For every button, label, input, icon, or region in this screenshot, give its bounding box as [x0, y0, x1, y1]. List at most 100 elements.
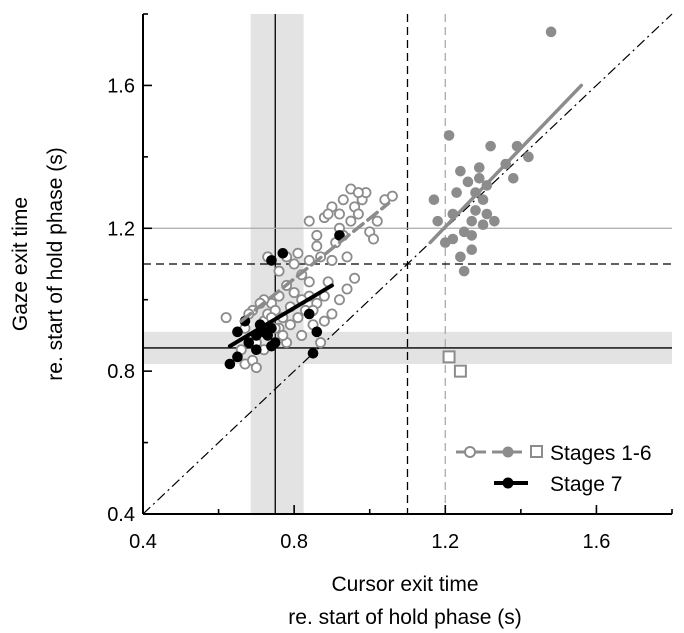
gray-circle-point	[466, 215, 478, 227]
open-circle-point	[367, 233, 379, 245]
y-tick-label: 1.2	[107, 218, 135, 240]
black-circle-point	[266, 322, 277, 334]
open-circle-point	[277, 329, 289, 341]
gray-circle-point	[458, 265, 470, 277]
legend-entry-stages16: Stages 1-6	[456, 442, 652, 465]
legend-filled-circle-marker	[502, 446, 514, 458]
black-circle-point	[277, 247, 289, 259]
gray-circle-point	[462, 176, 474, 188]
open-circle-point	[318, 315, 330, 327]
gray-circle-point	[473, 172, 485, 184]
tick-labels: 0.4 0.8 1.2 1.6 0.4 0.8 1.2 1.6	[107, 75, 610, 553]
legend-open-square-marker	[530, 445, 543, 458]
open-circle-point	[220, 312, 232, 324]
black-circle-point	[311, 326, 323, 338]
black-circle-point	[303, 308, 315, 320]
gray-circle-point	[481, 208, 493, 220]
gray-circle-point	[466, 244, 478, 256]
black-circle-point	[266, 255, 277, 266]
legend-label-stage7: Stage 7	[550, 473, 622, 496]
gray-circle-point	[470, 205, 481, 216]
gray-circle-point	[443, 130, 455, 141]
fit-line	[227, 283, 334, 349]
gray-circle-point	[473, 162, 485, 173]
fit-line	[239, 201, 391, 323]
black-circle-point	[334, 230, 345, 241]
open-circle-point	[333, 294, 345, 306]
legend-open-circle-marker	[464, 446, 476, 458]
open-circle-point	[311, 229, 323, 241]
x-tick-label: 0.8	[280, 531, 308, 553]
open-circle-point	[345, 215, 357, 227]
open-circle-point	[273, 265, 285, 277]
y-tick-label: 0.4	[107, 504, 135, 526]
gray-circle-point	[477, 194, 489, 206]
legend-label-stages16: Stages 1-6	[550, 442, 652, 465]
gray-circle-point	[455, 165, 466, 177]
open-circle-point	[296, 329, 308, 341]
x-tick-label: 1.6	[583, 531, 611, 553]
x-axis-title-line1: Cursor exit time	[331, 573, 478, 596]
legend-entry-stage7: Stage 7	[494, 473, 622, 496]
open-circle-point	[288, 258, 300, 270]
open-circle-point	[311, 240, 323, 252]
open-circle-point	[352, 187, 364, 199]
open-circle-point	[303, 215, 315, 227]
gray-circle-point	[447, 233, 459, 245]
gray-circle-point	[432, 215, 444, 227]
open-circle-point	[333, 208, 345, 220]
gray-circle-point	[545, 26, 557, 38]
x-tick-label: 1.2	[431, 531, 459, 553]
gray-circle-point	[523, 151, 534, 163]
open-circle-point	[371, 215, 383, 227]
axes	[142, 13, 673, 515]
open-circle-point	[292, 247, 304, 259]
open-square-point	[442, 350, 456, 364]
open-circle-point	[322, 208, 334, 220]
open-circle-point	[326, 308, 338, 320]
open-circle-point	[250, 362, 262, 374]
y-tick-label: 1.6	[107, 75, 135, 97]
x-axis-title-line2: re. start of hold phase (s)	[288, 606, 521, 629]
gray-circle-point	[466, 230, 478, 241]
x-tick-label: 0.4	[129, 531, 157, 553]
black-circle-point	[232, 326, 243, 338]
gray-circle-point	[477, 219, 489, 231]
black-circle-point	[243, 337, 255, 348]
open-circle-point	[326, 254, 338, 266]
open-circle-point	[292, 312, 304, 324]
open-circle-point	[386, 190, 398, 202]
y-axis-title-line1: Gaze exit time	[9, 197, 32, 331]
black-circle-point	[224, 358, 236, 370]
open-square-point	[453, 364, 467, 378]
gray-circle-point	[428, 194, 440, 206]
black-circle-point	[269, 337, 281, 348]
identity-line	[142, 13, 673, 515]
open-circle-point	[341, 283, 353, 295]
open-circle-point	[352, 208, 364, 220]
open-circle-point	[341, 251, 353, 263]
black-circle-point	[307, 347, 319, 359]
y-tick-label: 0.8	[107, 361, 135, 383]
gray-circle-point	[470, 187, 481, 198]
black-circle-point	[251, 344, 262, 356]
legend: Stages 1-6 Stage 7	[456, 442, 652, 496]
open-circle-point	[284, 319, 296, 331]
legend-black-circle-marker	[502, 477, 514, 489]
open-circle-point	[303, 276, 315, 288]
fit-line	[428, 83, 584, 245]
gray-circle-point	[485, 140, 496, 152]
fit-lines	[227, 83, 584, 349]
identity-line	[142, 13, 673, 515]
data-points	[220, 26, 557, 378]
gray-circle-point	[451, 187, 462, 198]
open-circle-point	[288, 287, 300, 299]
open-circle-point	[315, 337, 327, 349]
gray-circle-point	[489, 215, 500, 227]
gray-circle-point	[508, 172, 519, 184]
black-circle-point	[232, 351, 243, 363]
open-circle-point	[337, 194, 349, 206]
y-axis-title-line2: re. start of hold phase (s)	[44, 147, 67, 380]
open-circle-point	[349, 272, 361, 284]
